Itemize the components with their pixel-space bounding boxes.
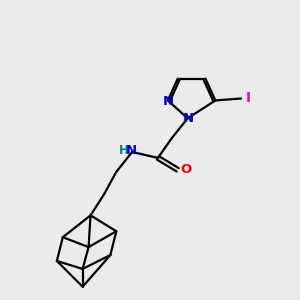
Text: H: H	[119, 145, 129, 158]
Text: N: N	[162, 95, 173, 108]
Text: N: N	[183, 112, 194, 125]
Text: O: O	[180, 163, 191, 176]
Text: I: I	[245, 92, 250, 106]
Text: N: N	[126, 145, 137, 158]
